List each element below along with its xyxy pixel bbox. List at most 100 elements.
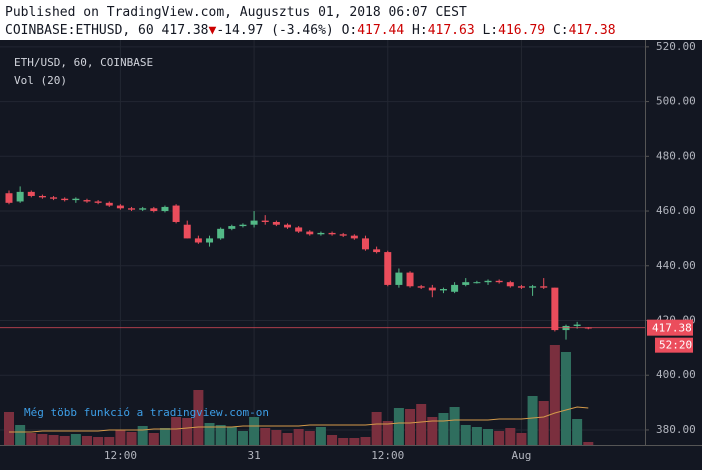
candle-body (439, 289, 447, 291)
volume-bar (505, 428, 516, 445)
volume-bar (48, 435, 59, 445)
volume-bar (271, 430, 282, 445)
candle-body (217, 228, 225, 239)
low: 416.79 (498, 23, 546, 38)
volume-bar (148, 433, 159, 445)
candle-body (462, 282, 470, 285)
volume-bar (260, 428, 271, 445)
candle-body (128, 208, 136, 210)
candle-body (473, 282, 481, 284)
candle-body (161, 206, 169, 212)
candle-body (517, 286, 525, 288)
volume-bar (460, 425, 471, 445)
volume-bar (315, 427, 326, 445)
volume-bar (583, 442, 594, 445)
change: -14.97 (-3.46%) (216, 23, 334, 38)
candle-body (384, 252, 392, 285)
quote-line: COINBASE:ETHUSD, 60 417.38▼-14.97 (-3.46… (5, 22, 616, 40)
volume-bar (137, 426, 148, 445)
published: Published on TradingView.com, Augusztus … (5, 5, 467, 20)
candle-body (406, 272, 414, 287)
candle-body (94, 201, 102, 203)
countdown-box (655, 337, 693, 353)
candle-body (506, 282, 514, 287)
y-tick-label: 440.00 (656, 259, 696, 272)
volume-bar (115, 430, 126, 445)
volume-bar (59, 436, 70, 445)
volume-bar (4, 412, 14, 445)
candle-body (261, 220, 269, 222)
candle-body (417, 286, 425, 288)
chart: ETH/USD, 60, COINBASE Vol (20) 380.00 400… (0, 40, 702, 470)
candle-body (284, 224, 291, 228)
l-label: L: (482, 23, 499, 38)
volume-bar (126, 432, 137, 445)
volume-bar (483, 429, 494, 445)
volume-bar (360, 437, 371, 445)
volume-bar (93, 437, 104, 445)
x-tick-label: 12:00 (104, 449, 137, 462)
symbol: COINBASE:ETHUSD, 60 (5, 23, 154, 38)
high: 417.63 (427, 23, 475, 38)
last-price: 417.38 (161, 23, 209, 38)
candle-body (451, 284, 459, 292)
volume-bar (204, 423, 215, 445)
last-price-label: 417.38 (652, 322, 692, 335)
x-tick-label: 12:00 (371, 449, 404, 462)
volume-bar (516, 433, 527, 445)
volume-bar (293, 429, 304, 445)
last-price-box (647, 319, 693, 336)
volume-bar (327, 435, 338, 445)
volume-bar (349, 438, 360, 445)
volume-bar (471, 427, 482, 445)
volume-bar (215, 425, 226, 445)
legend: ETH/USD, 60, COINBASE (14, 56, 153, 69)
volume-bar (427, 417, 438, 445)
volume-bar (538, 401, 549, 445)
candle-body (339, 234, 347, 236)
volume-legend: Vol (20) (14, 74, 67, 87)
candle-body (395, 272, 403, 285)
watermark: Még több funkció a tradingview.com-on (24, 406, 269, 419)
volume-bar (249, 417, 260, 445)
volume-bar (70, 434, 81, 445)
volume-bar (405, 409, 416, 445)
candle-body (272, 221, 280, 225)
volume-bar (561, 352, 571, 445)
candle-body (306, 231, 314, 235)
candle-body (573, 324, 581, 326)
candle-body (295, 227, 303, 232)
y-tick-label: 380.00 (656, 423, 696, 436)
candle-body (239, 224, 247, 227)
down-arrow: ▼ (208, 23, 217, 38)
c-label: C: (552, 23, 569, 38)
candle-body (16, 191, 24, 202)
volume-bar (527, 396, 538, 445)
candle-body (183, 224, 191, 239)
candle-body (228, 226, 236, 229)
candle-body (495, 280, 503, 283)
candle-body (328, 232, 336, 235)
volume-bar (81, 436, 92, 445)
volume-bar (438, 413, 449, 445)
volume-bar (572, 419, 583, 445)
volume-bar (37, 434, 48, 445)
candle-body (50, 197, 58, 199)
y-tick-label: 460.00 (656, 204, 696, 217)
h-label: H: (412, 23, 428, 38)
candle-body (317, 232, 325, 235)
candle-body (105, 202, 113, 206)
candle-body (194, 238, 202, 243)
x-tick-label: 31 (247, 449, 260, 462)
volume-bar (393, 408, 404, 445)
candle-body (350, 235, 358, 239)
candle-body (250, 220, 258, 225)
candle-body (428, 287, 436, 291)
o-label: O: (341, 23, 358, 38)
volume-bar (237, 431, 248, 445)
candle-body (484, 280, 492, 283)
volume-bar (26, 433, 37, 445)
volume-bar (371, 412, 382, 445)
candle-body (139, 208, 147, 210)
candle-body (361, 238, 369, 250)
